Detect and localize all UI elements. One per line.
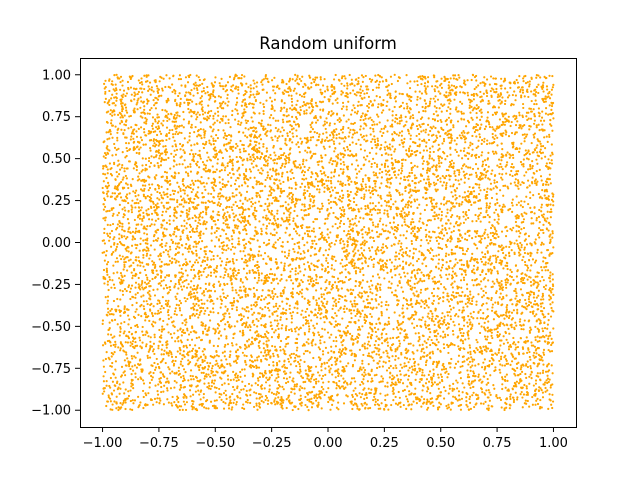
x-tick-label: 0.00 [314, 436, 343, 451]
x-tick-label: −1.00 [83, 436, 123, 451]
y-tick-label: 0.75 [42, 110, 71, 125]
x-axis: −1.00 −0.75 −0.50 −0.25 0.00 0.25 0.50 0.75 1.00 [83, 427, 568, 451]
x-tick-label: 0.25 [370, 436, 399, 451]
x-tick-label: 0.75 [483, 436, 512, 451]
y-axis: −1.00 −0.75 −0.50 −0.25 0.00 0.25 0.50 0.75 1.00 [31, 68, 80, 419]
y-tick-label: 0.25 [42, 194, 71, 209]
y-tick-label: −1.00 [31, 404, 71, 419]
x-tick-label: 1.00 [539, 436, 568, 451]
y-tick-label: −0.25 [31, 278, 71, 293]
scatter-series-0 [101, 73, 555, 412]
x-tick-label: 0.50 [426, 436, 455, 451]
y-tick-label: 0.00 [42, 236, 71, 251]
y-tick-label: −0.50 [31, 320, 71, 335]
y-tick-label: 0.50 [42, 152, 71, 167]
x-tick-label: −0.25 [252, 436, 292, 451]
scatter-points [101, 73, 555, 412]
y-tick-label: −0.75 [31, 362, 71, 377]
x-tick-label: −0.50 [195, 436, 235, 451]
y-tick-label: 1.00 [42, 68, 71, 83]
x-tick-label: −0.75 [139, 436, 179, 451]
chart-title: Random uniform [259, 34, 397, 53]
